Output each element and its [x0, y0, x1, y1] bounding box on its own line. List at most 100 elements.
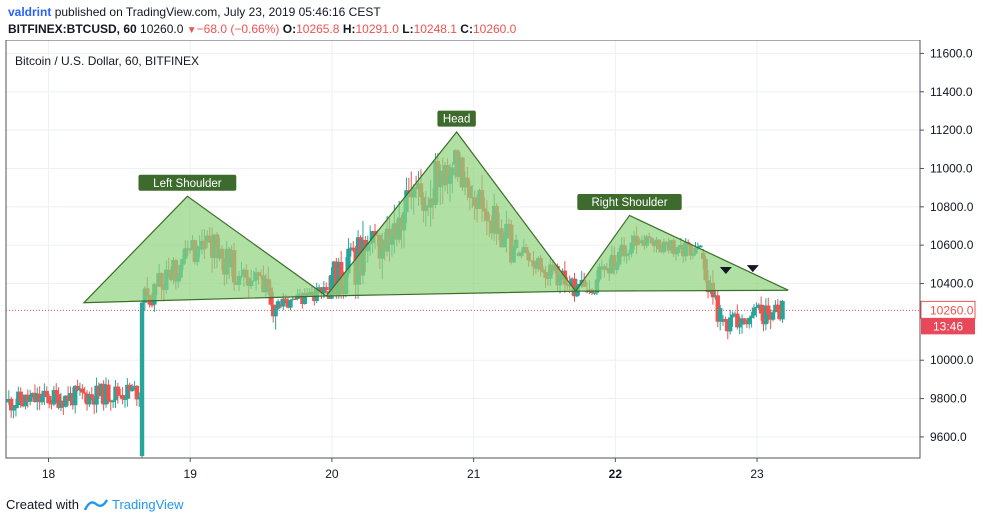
pattern-label: Left Shoulder	[153, 178, 222, 190]
close-value: 10260.0	[472, 22, 517, 36]
footer: Created with TradingView	[6, 497, 184, 512]
candle-body	[23, 394, 28, 407]
candle-body	[115, 386, 121, 395]
candle-body	[80, 388, 85, 393]
candle-body	[106, 384, 111, 402]
candle-body	[110, 400, 116, 403]
candle-body	[137, 397, 142, 400]
candle-body	[754, 307, 759, 309]
time-tick-label: 20	[325, 467, 339, 481]
candle-body	[139, 302, 145, 457]
pattern-triangle	[82, 195, 329, 304]
candle-body	[275, 301, 281, 309]
symbol-label: BITFINEX:BTCUSD, 60	[8, 22, 137, 36]
candle-body	[273, 308, 278, 317]
candle-body	[713, 295, 718, 298]
time-tick-label: 18	[42, 467, 56, 481]
countdown-timer: 13:46	[933, 319, 963, 333]
down-marker-icon	[719, 267, 732, 275]
time-tick-label: 21	[467, 467, 481, 481]
price-tick-label: 10600.0	[930, 238, 974, 252]
candle-body	[744, 321, 750, 325]
price-tick-label: 10800.0	[930, 200, 974, 214]
candle-body	[406, 190, 412, 192]
candle-body	[763, 305, 769, 325]
candle-body	[739, 318, 745, 325]
candle-body	[336, 261, 341, 295]
candle-body	[351, 247, 356, 251]
price-tick-label: 11600.0	[930, 46, 973, 60]
candle-body	[732, 313, 738, 315]
high-label: H:	[342, 22, 356, 36]
candle-body	[300, 293, 305, 304]
candle-body	[51, 390, 57, 405]
candle-body	[285, 300, 291, 308]
candle-body	[16, 391, 21, 406]
candle-body	[346, 248, 351, 274]
price-tick-label: 11400.0	[930, 85, 973, 99]
candle-body	[324, 287, 329, 290]
countdown-box	[921, 318, 975, 335]
candle-body	[723, 318, 728, 322]
candle-body	[134, 385, 140, 400]
low-label: L:	[402, 22, 414, 36]
candle-body	[125, 384, 130, 399]
candle-body	[65, 395, 71, 402]
author-name[interactable]: valdrint	[8, 5, 52, 19]
price-tick-label: 9800.0	[930, 392, 967, 406]
candle-body	[44, 390, 49, 396]
pattern-label: Head	[443, 114, 471, 126]
price-tick-label: 9600.0	[930, 430, 967, 444]
candle-body	[13, 405, 19, 409]
candle-body	[569, 278, 575, 287]
candle-body	[91, 397, 97, 405]
candle-body	[302, 292, 307, 304]
candle-body	[84, 393, 90, 405]
candle-body	[37, 393, 42, 403]
candle-body	[58, 400, 64, 408]
price-tick-label: 10000.0	[930, 353, 974, 367]
head-shoulders-pattern: Left Shoulder Head Right Shoulder	[82, 110, 789, 304]
price-axis: 11600.0 11400.0 11200.0 11000.0 10800.0 10600…	[920, 46, 974, 444]
price-chart[interactable]: Left Shoulder Head Right Shoulder Bitcoin …	[0, 40, 987, 488]
low-value: 10248.1	[413, 22, 457, 36]
candle-body	[6, 398, 12, 403]
candle-body	[725, 321, 730, 332]
candle-body	[94, 385, 99, 405]
candle-body	[293, 298, 298, 300]
down-arrow-icon: ▼	[186, 25, 197, 36]
candle-body	[770, 312, 776, 320]
pattern-label: Right Shoulder	[591, 197, 667, 209]
candle-body	[319, 287, 324, 294]
candle-body	[715, 295, 720, 322]
candle-body	[777, 310, 783, 320]
candle-body	[68, 393, 73, 402]
close-label: C:	[460, 22, 473, 36]
candle-body	[727, 317, 733, 332]
candle-body	[316, 287, 322, 289]
candle-body	[42, 390, 47, 398]
candle-body	[281, 298, 286, 307]
publish-info: valdrint published on TradingView.com, J…	[8, 5, 381, 19]
candle-body	[101, 383, 106, 405]
candle-body	[46, 395, 52, 404]
candle-body	[592, 292, 597, 294]
time-axis: 18 19 20 21 22 23	[42, 458, 764, 481]
candle-body	[129, 387, 135, 392]
tradingview-brand[interactable]: TradingView	[111, 497, 184, 512]
candle-body	[761, 313, 766, 325]
time-tick-label: 23	[750, 467, 764, 481]
candle-body	[96, 385, 102, 397]
candle-body	[329, 274, 334, 299]
candle-body	[735, 313, 740, 328]
candle-body	[108, 401, 113, 403]
last-price-value: 10260.0	[930, 303, 974, 317]
last-price: 10260.0	[140, 22, 184, 36]
open-value: 10265.8	[296, 22, 340, 36]
pattern-label-bg	[138, 174, 237, 191]
candle-body	[20, 402, 26, 407]
candle-body	[751, 307, 757, 316]
candle-body	[775, 304, 780, 311]
candle-body	[283, 298, 288, 301]
candle-body	[698, 245, 703, 248]
